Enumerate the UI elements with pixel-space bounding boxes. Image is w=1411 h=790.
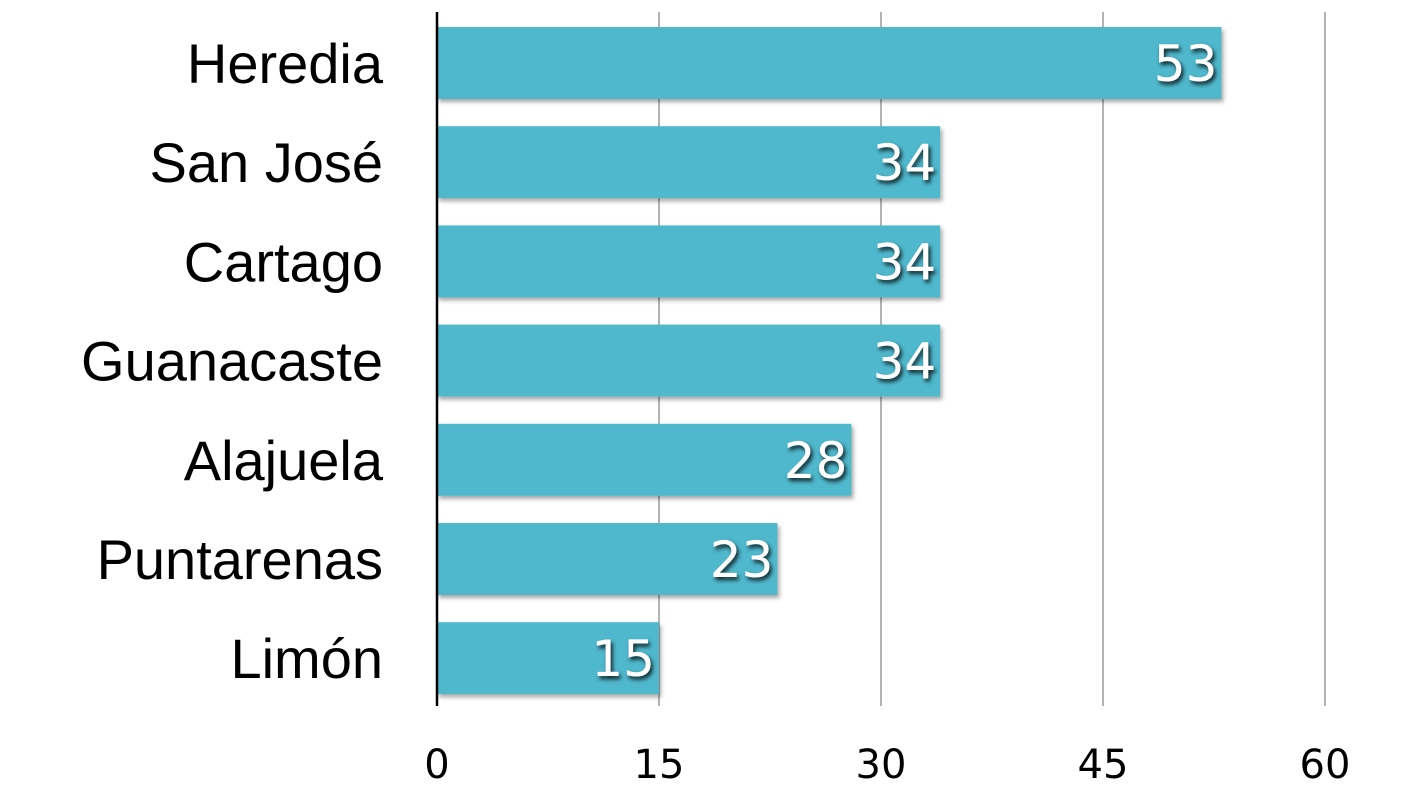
bar <box>437 622 659 695</box>
category-label: Alajuela <box>184 429 384 492</box>
category-label: Puntarenas <box>97 528 383 591</box>
data-label: 34 <box>873 233 937 291</box>
data-label: 53 <box>1154 35 1218 93</box>
category-label: Heredia <box>187 32 384 95</box>
x-tick-label: 45 <box>1078 742 1129 788</box>
x-tick-label: 15 <box>634 742 685 788</box>
category-label: Guanacaste <box>81 330 383 393</box>
bar <box>437 523 778 595</box>
bars <box>437 27 1222 695</box>
data-label: 34 <box>873 134 937 192</box>
bar <box>437 27 1222 99</box>
x-tick-labels: 0 15 30 45 60 <box>424 742 1350 788</box>
x-tick-label: 0 <box>424 742 449 788</box>
category-label: San José <box>150 131 384 194</box>
data-label: 15 <box>591 630 655 688</box>
x-tick-label: 60 <box>1300 742 1351 788</box>
bar <box>437 225 941 298</box>
x-tick-label: 30 <box>856 742 907 788</box>
bar <box>437 126 941 199</box>
category-label: Cartago <box>184 230 383 293</box>
bar <box>437 324 941 397</box>
bar <box>437 423 852 496</box>
data-label: 34 <box>873 333 937 391</box>
category-label: Limón <box>230 627 383 690</box>
data-label: 23 <box>710 531 774 589</box>
category-labels: Heredia San José Cartago Guanacaste Alajuela… <box>81 32 384 690</box>
data-label: 28 <box>784 432 848 490</box>
